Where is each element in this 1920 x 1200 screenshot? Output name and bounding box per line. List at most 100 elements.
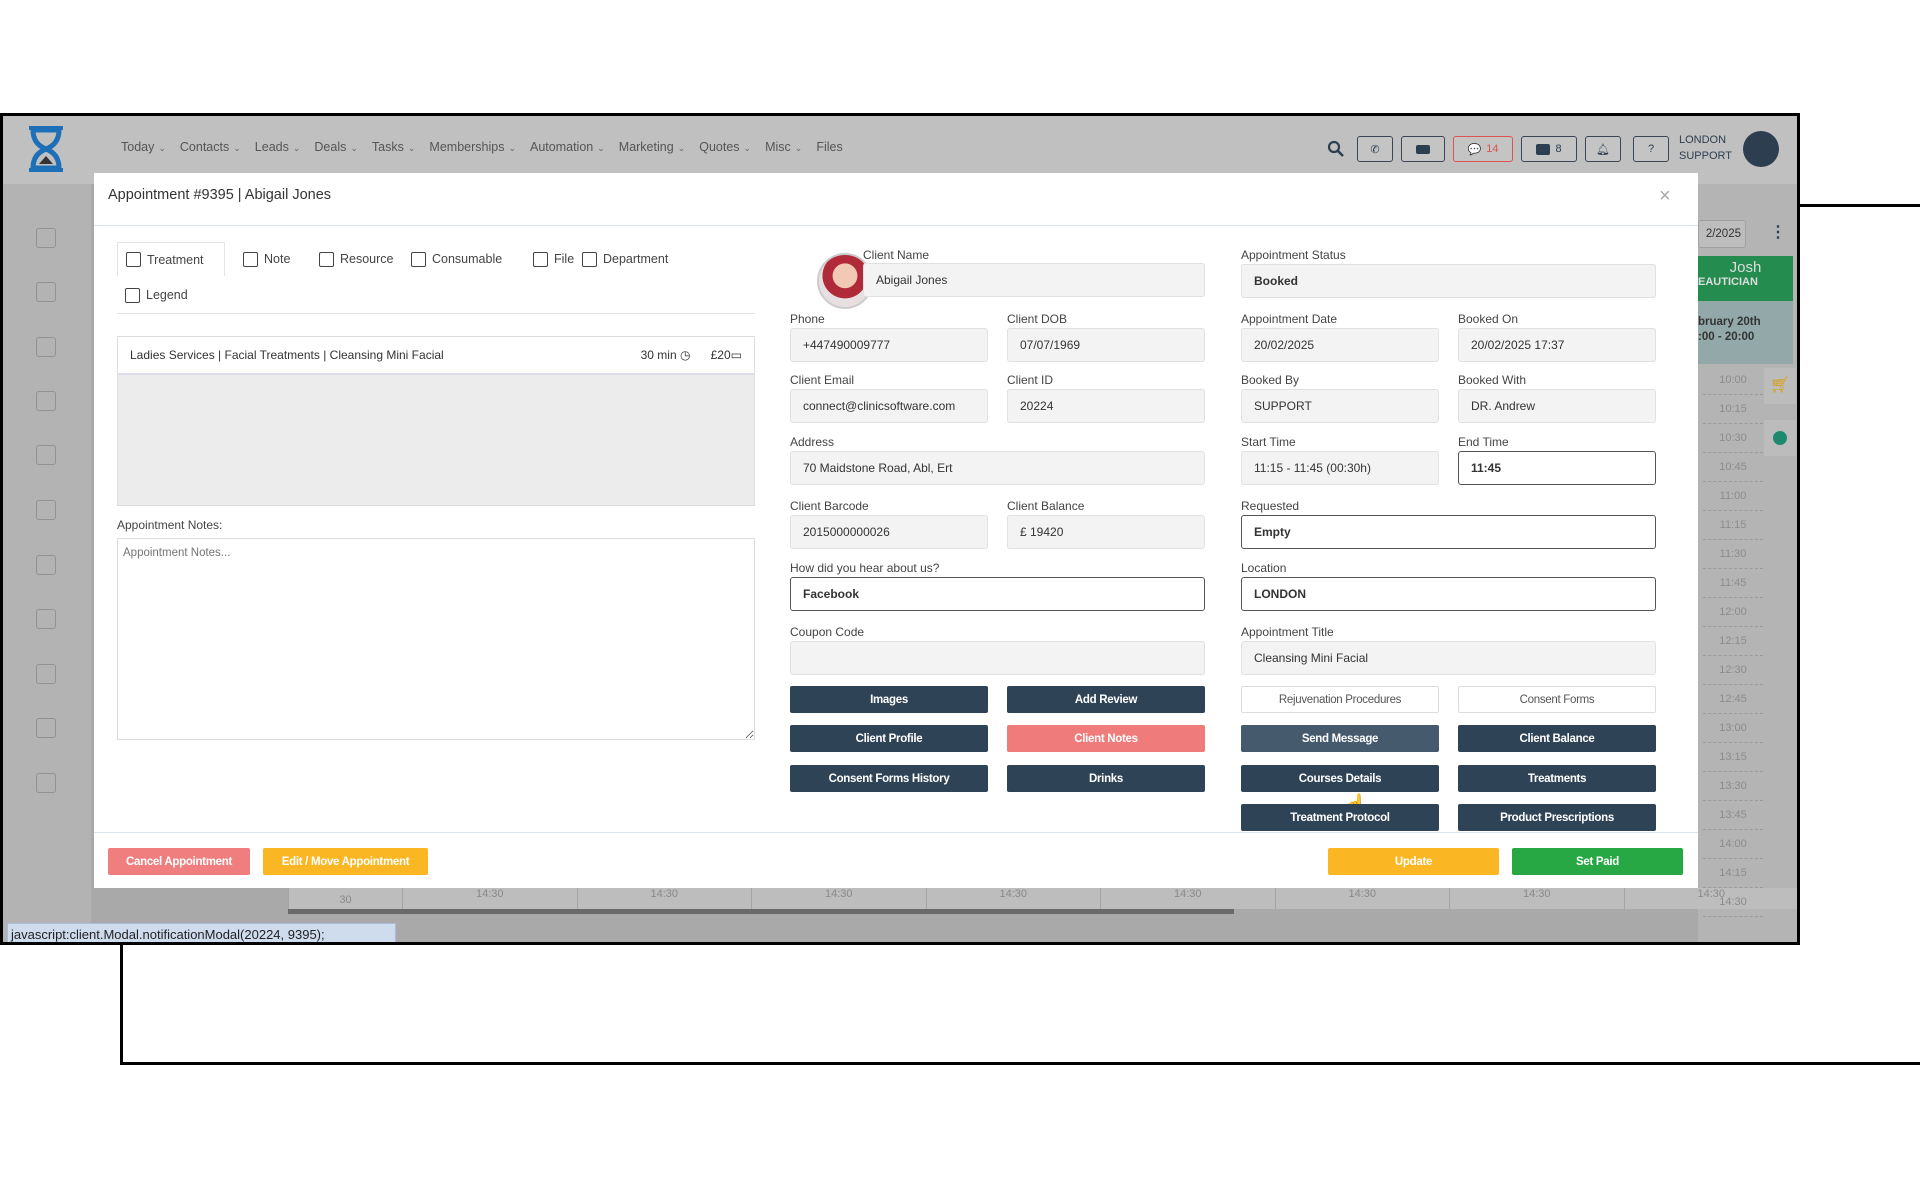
phone-field[interactable]: +447490009777	[790, 328, 988, 362]
appointment-date-field[interactable]: 20/02/2025	[1241, 328, 1439, 362]
nav-quotes[interactable]: Quotes ⌄	[699, 140, 751, 154]
consent-forms-button[interactable]: Consent Forms	[1458, 686, 1656, 713]
requested-field[interactable]: Empty	[1241, 515, 1656, 549]
handshake-icon[interactable]	[36, 609, 56, 629]
nav-today[interactable]: Today ⌄	[121, 140, 166, 154]
time-slot[interactable]: 10:30	[1703, 424, 1763, 453]
time-slot[interactable]: 10:45	[1703, 453, 1763, 482]
client-dob-field[interactable]: 07/07/1969	[1007, 328, 1205, 362]
consent-history-button[interactable]: Consent Forms History	[790, 765, 988, 792]
time-slot[interactable]: 11:45	[1703, 569, 1763, 598]
chat-button[interactable]: 💬 14	[1453, 136, 1513, 162]
time-slot[interactable]: 14:30	[1703, 888, 1763, 917]
rejuvenation-button[interactable]: Rejuvenation Procedures	[1241, 686, 1439, 713]
booked-on-field[interactable]: 20/02/2025 17:37	[1458, 328, 1656, 362]
client-barcode-field[interactable]: 2015000000026	[790, 515, 988, 549]
nav-marketing[interactable]: Marketing ⌄	[619, 140, 685, 154]
time-slot[interactable]: 12:45	[1703, 685, 1763, 714]
time-slot[interactable]: 11:00	[1703, 482, 1763, 511]
nav-deals[interactable]: Deals ⌄	[314, 140, 358, 154]
how-did-you-hear-field[interactable]: Facebook	[790, 577, 1205, 611]
drinks-button[interactable]: Drinks	[1007, 765, 1205, 792]
location-field[interactable]: LONDON	[1241, 577, 1656, 611]
nav-automation[interactable]: Automation ⌄	[530, 140, 605, 154]
send-message-button[interactable]: Send Message	[1241, 725, 1439, 752]
appointment-title-field[interactable]: Cleansing Mini Facial	[1241, 641, 1656, 675]
nav-leads[interactable]: Leads ⌄	[255, 140, 301, 154]
start-time-field[interactable]: 11:15 - 11:45 (00:30h)	[1241, 451, 1439, 485]
client-notes-button[interactable]: Client Notes	[1007, 725, 1205, 752]
time-slot[interactable]: 13:30	[1703, 772, 1763, 801]
client-id-field[interactable]: 20224	[1007, 389, 1205, 423]
cancel-appointment-button[interactable]: Cancel Appointment	[108, 848, 250, 875]
time-slot[interactable]: 12:15	[1703, 627, 1763, 656]
gift-icon[interactable]	[36, 500, 56, 520]
service-row[interactable]: Ladies Services | Facial Treatments | Cl…	[118, 337, 754, 375]
client-profile-button[interactable]: Client Profile	[790, 725, 988, 752]
time-slot[interactable]: 13:15	[1703, 743, 1763, 772]
treatments-button[interactable]: Treatments	[1458, 765, 1656, 792]
lock-icon[interactable]	[36, 773, 56, 793]
time-slot[interactable]: 12:30	[1703, 656, 1763, 685]
tab-consumable[interactable]: Consumable	[403, 242, 510, 276]
time-slot[interactable]: 11:15	[1703, 511, 1763, 540]
nav-contacts[interactable]: Contacts ⌄	[180, 140, 241, 154]
images-button[interactable]: Images	[790, 686, 988, 713]
client-balance-button[interactable]: Client Balance	[1458, 725, 1656, 752]
user-circle-icon[interactable]	[36, 718, 56, 738]
nav-misc[interactable]: Misc ⌄	[765, 140, 802, 154]
copy-icon[interactable]	[36, 337, 56, 357]
address-field[interactable]: 70 Maidstone Road, Abl, Ert	[790, 451, 1205, 485]
tab-legend[interactable]: Legend	[117, 278, 196, 312]
client-balance-field[interactable]: £ 19420	[1007, 515, 1205, 549]
courses-button[interactable]: Courses Details	[1241, 765, 1439, 792]
time-slot[interactable]: 10:15	[1703, 395, 1763, 424]
staff-header[interactable]: Josh EAUTICIAN	[1698, 256, 1793, 301]
time-slot[interactable]: 13:00	[1703, 714, 1763, 743]
booked-by-field[interactable]: SUPPORT	[1241, 389, 1439, 423]
client-name-field[interactable]: Abigail Jones	[863, 263, 1205, 297]
close-button[interactable]: ×	[1659, 185, 1671, 207]
tab-file[interactable]: File	[525, 242, 582, 276]
tab-department[interactable]: Department	[574, 242, 676, 276]
time-slot[interactable]: 14:00	[1703, 830, 1763, 859]
booked-with-field[interactable]: DR. Andrew	[1458, 389, 1656, 423]
tab-resource[interactable]: Resource	[311, 242, 402, 276]
edit-move-appointment-button[interactable]: Edit / Move Appointment	[263, 848, 428, 875]
update-button[interactable]: Update	[1328, 848, 1499, 875]
time-slot[interactable]: 13:45	[1703, 801, 1763, 830]
add-review-button[interactable]: Add Review	[1007, 686, 1205, 713]
time-slot[interactable]: 11:30	[1703, 540, 1763, 569]
time-slot[interactable]: 10:00	[1703, 366, 1763, 395]
client-email-field[interactable]: connect@clinicsoftware.com	[790, 389, 988, 423]
appointment-notes-textarea[interactable]	[117, 538, 755, 740]
bell-button[interactable]: 🔔︎	[1585, 136, 1621, 162]
tab-treatment[interactable]: Treatment	[117, 242, 225, 276]
user-name[interactable]: LONDON SUPPORT	[1679, 132, 1732, 164]
search-icon[interactable]	[1327, 140, 1345, 158]
end-time-field[interactable]: 11:45	[1458, 451, 1656, 485]
nav-files[interactable]: Files	[816, 140, 842, 154]
protocol-button[interactable]: Treatment Protocol	[1241, 804, 1439, 831]
time-slot[interactable]: 14:15	[1703, 859, 1763, 888]
chart-icon[interactable]	[36, 664, 56, 684]
store-button[interactable]: 8	[1521, 136, 1577, 162]
set-paid-button[interactable]: Set Paid	[1512, 848, 1683, 875]
tab-note[interactable]: Note	[235, 242, 298, 276]
nav-memberships[interactable]: Memberships ⌄	[429, 140, 516, 154]
help-button[interactable]: ?	[1633, 136, 1669, 162]
date-picker[interactable]: 2/2025	[1698, 220, 1746, 248]
history-icon[interactable]	[36, 445, 56, 465]
appointment-status-field[interactable]: Booked	[1241, 264, 1656, 298]
horizontal-scrollbar[interactable]	[288, 909, 1234, 914]
phone-button[interactable]: ✆	[1357, 136, 1393, 162]
avatar-icon[interactable]	[1743, 131, 1779, 167]
box-icon[interactable]	[36, 282, 56, 302]
calendar-icon[interactable]	[36, 228, 56, 248]
coupon-code-field[interactable]	[790, 641, 1205, 675]
prescriptions-button[interactable]: Product Prescriptions	[1458, 804, 1656, 831]
nav-tasks[interactable]: Tasks ⌄	[372, 140, 416, 154]
cart-icon[interactable]: 🛒︎	[1764, 368, 1796, 404]
whatsapp-icon[interactable]	[1764, 420, 1796, 456]
more-menu-icon[interactable]: ⋮	[1770, 224, 1786, 241]
